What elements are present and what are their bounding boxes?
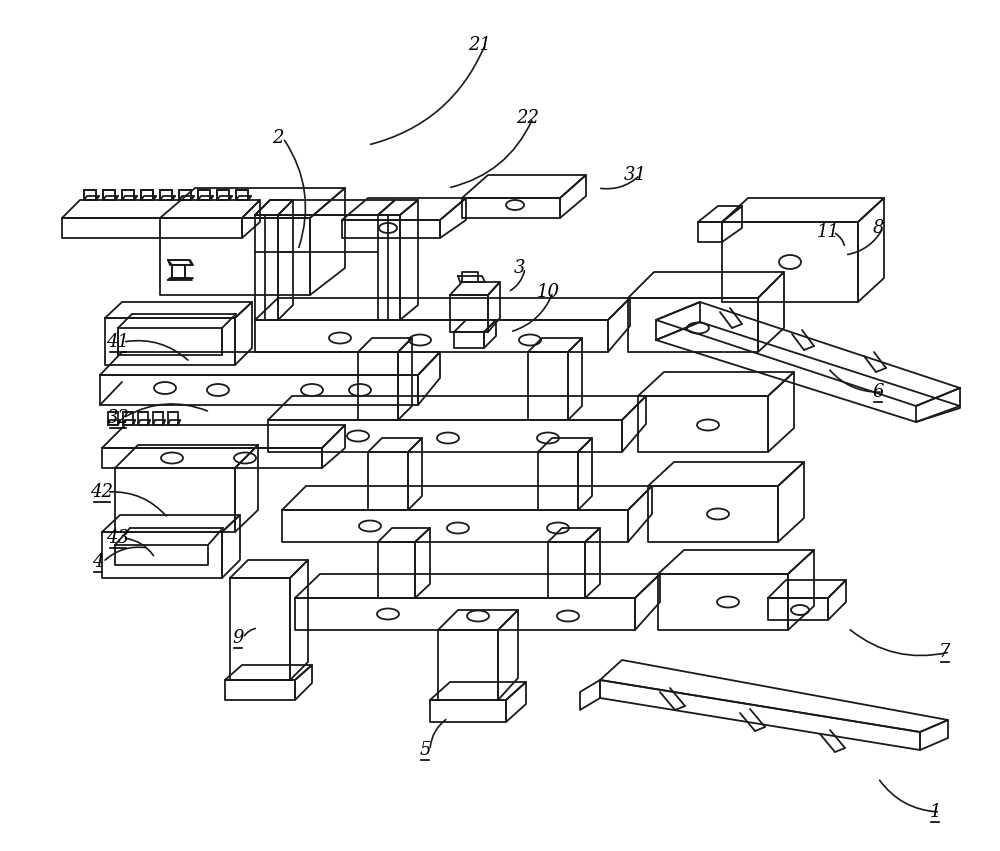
Text: 8: 8 — [872, 219, 884, 237]
Text: 5: 5 — [419, 741, 431, 759]
Text: 11: 11 — [816, 223, 840, 241]
Text: 31: 31 — [624, 166, 646, 184]
Text: 32: 32 — [106, 409, 130, 427]
Text: 7: 7 — [939, 643, 951, 661]
Text: 21: 21 — [468, 36, 492, 54]
Text: 42: 42 — [90, 483, 114, 501]
Text: 4: 4 — [92, 553, 104, 571]
Text: 9: 9 — [232, 629, 244, 647]
Text: 41: 41 — [106, 333, 130, 351]
Text: 22: 22 — [516, 109, 540, 127]
Text: 1: 1 — [929, 803, 941, 821]
Text: 43: 43 — [106, 529, 130, 547]
Text: 3: 3 — [514, 259, 526, 277]
Text: 2: 2 — [272, 129, 284, 147]
Text: 10: 10 — [536, 283, 560, 301]
Text: 6: 6 — [872, 383, 884, 401]
